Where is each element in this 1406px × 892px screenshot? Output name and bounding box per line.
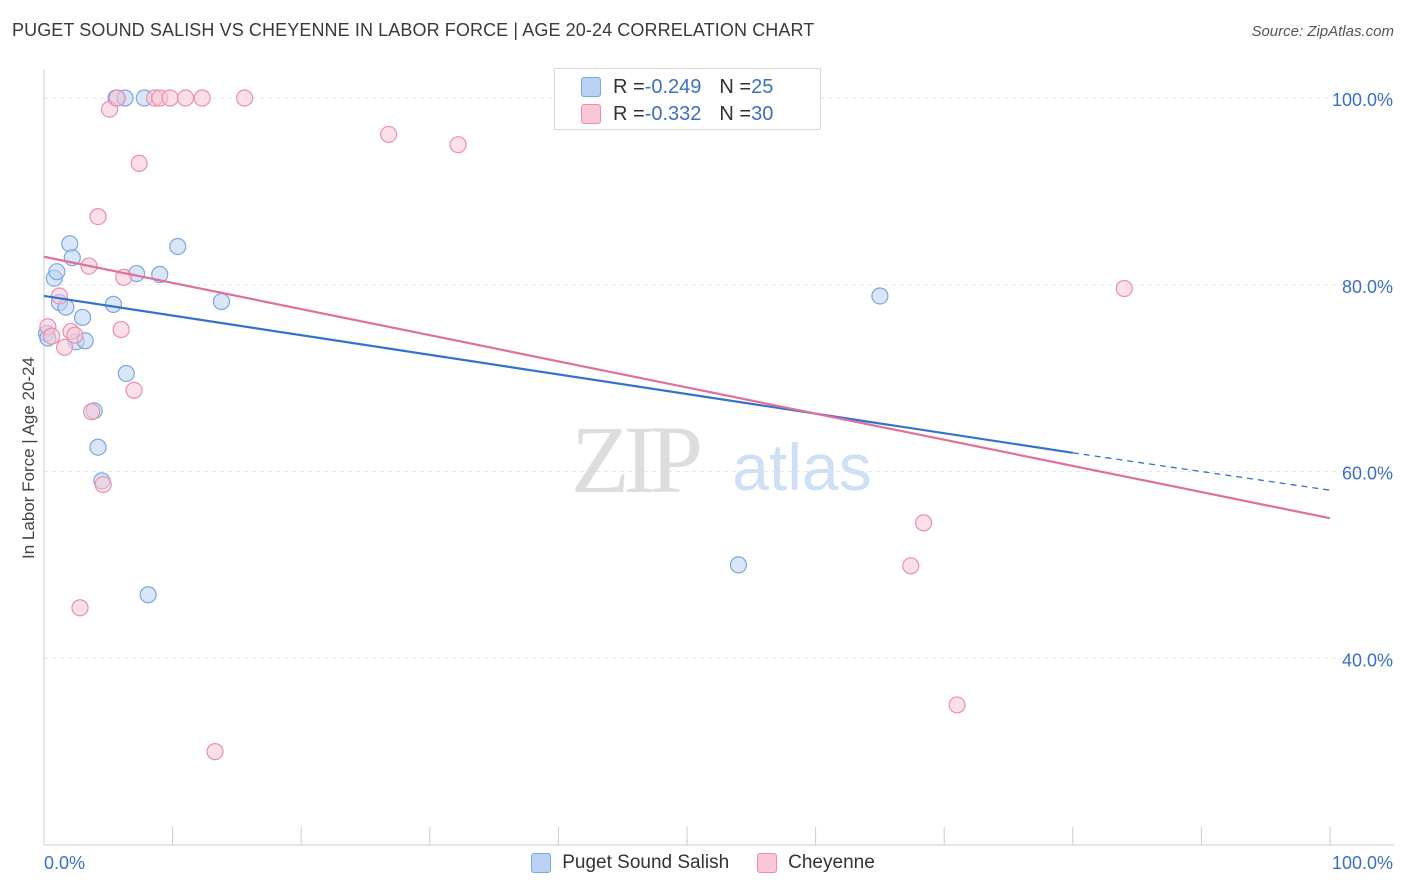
swatch-puget <box>581 77 601 97</box>
puget-point <box>871 287 889 305</box>
cheyenne-point <box>112 320 130 339</box>
legend-swatch-cheyenne <box>757 853 778 873</box>
source-credit: Source: ZipAtlas.com <box>1251 23 1394 40</box>
puget-point <box>61 235 79 253</box>
series-legend: Puget Sound Salish Cheyenne <box>0 852 1406 874</box>
puget-point <box>169 237 187 256</box>
cheyenne-point <box>71 599 89 617</box>
puget-point <box>729 556 748 574</box>
cheyenne-point <box>43 327 61 345</box>
cheyenne-point <box>1115 279 1133 298</box>
legend-label-puget: Puget Sound Salish <box>562 852 730 873</box>
puget-point <box>139 586 157 604</box>
puget-point <box>89 438 107 456</box>
r-label: R = <box>613 102 645 125</box>
cheyenne-point <box>50 287 69 305</box>
cheyenne-point <box>130 154 148 172</box>
legend-item-puget[interactable]: Puget Sound Salish <box>531 852 729 874</box>
cheyenne-point <box>176 89 195 107</box>
cheyenne-point <box>161 89 179 107</box>
puget-trend-line <box>43 294 1073 454</box>
data-points <box>37 89 1133 761</box>
cheyenne-point <box>236 89 254 107</box>
cheyenne-point <box>915 514 933 532</box>
y-tick-label: 100.0% <box>1332 90 1393 110</box>
puget-point <box>212 292 231 311</box>
x-tick-label: 100.0% <box>1332 853 1393 873</box>
y-tick-label: 80.0% <box>1342 277 1393 297</box>
puget-point <box>117 364 135 383</box>
cheyenne-trend-line <box>43 255 1331 520</box>
cheyenne-point <box>948 696 966 714</box>
y-axis-label: In Labor Force | Age 20-24 <box>19 357 38 559</box>
watermark: ZIP atlas <box>571 406 872 513</box>
watermark-atlas: atlas <box>732 430 871 504</box>
cheyenne-point <box>89 207 107 226</box>
puget-point <box>48 263 66 281</box>
legend-swatch-puget <box>531 853 552 873</box>
y-tick-label: 60.0% <box>1342 464 1393 484</box>
cheyenne-point <box>380 125 398 144</box>
grid-lines <box>44 97 1394 659</box>
cheyenne-point <box>902 557 920 575</box>
puget-point <box>73 308 92 327</box>
n-label: N = <box>719 75 752 98</box>
y-tick-label: 40.0% <box>1342 650 1393 670</box>
watermark-zip: ZIP <box>571 406 700 513</box>
cheyenne-point <box>82 403 101 421</box>
cheyenne-point <box>66 326 84 344</box>
n-value: 30 <box>751 102 774 125</box>
r-label: R = <box>613 75 645 98</box>
chart-title: PUGET SOUND SALISH VS CHEYENNE IN LABOR … <box>12 20 815 40</box>
cheyenne-point <box>193 89 211 107</box>
cheyenne-point <box>449 136 467 154</box>
axes <box>43 70 1394 846</box>
x-tick-label: 0.0% <box>44 853 85 873</box>
stats-row-cheyenne: R = -0.332 N = 30 <box>581 101 773 127</box>
legend-item-cheyenne[interactable]: Cheyenne <box>757 852 875 874</box>
puget-point <box>104 295 123 313</box>
trend-lines <box>43 255 1331 520</box>
stats-legend: R = -0.249 N = 25 R = -0.332 N = 30 <box>554 68 821 130</box>
tick-labels: 40.0% 60.0% 80.0% 100.0% 0.0% 100.0% <box>44 90 1393 873</box>
n-label: N = <box>719 102 752 125</box>
r-value: -0.249 <box>644 75 702 98</box>
cheyenne-point <box>108 89 126 107</box>
swatch-cheyenne <box>581 104 601 124</box>
n-value: 25 <box>751 75 774 98</box>
r-value: -0.332 <box>644 102 702 125</box>
legend-label-cheyenne: Cheyenne <box>788 852 875 873</box>
stats-row-puget: R = -0.249 N = 25 <box>581 74 773 100</box>
cheyenne-point <box>94 475 112 494</box>
cheyenne-point <box>125 381 143 399</box>
cheyenne-point <box>55 338 74 356</box>
cheyenne-point <box>206 743 224 761</box>
